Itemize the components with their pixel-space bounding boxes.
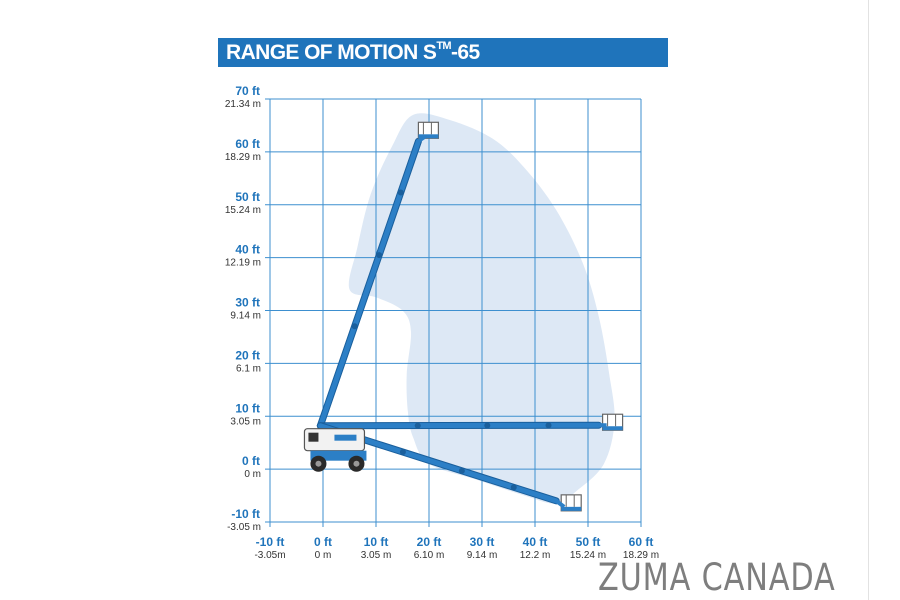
x-tick-label-m: 12.2 m — [520, 550, 551, 561]
x-tick-label-ft: 40 ft — [523, 535, 548, 549]
boom-horizontal — [316, 421, 603, 430]
x-tick-label-m: 15.24 m — [570, 550, 606, 561]
platform-floor — [418, 134, 439, 139]
platform-below-grade — [560, 494, 582, 512]
x-tick-label-m: 0 m — [315, 550, 332, 561]
page-divider — [868, 0, 869, 600]
y-tick-label-ft: 50 ft — [235, 190, 260, 204]
x-tick-label-ft: 30 ft — [470, 535, 495, 549]
platform-horizontal — [601, 413, 624, 431]
platform-vertical — [417, 121, 439, 139]
y-tick-label-ft: 70 ft — [235, 84, 260, 98]
y-tick-label-ft: 60 ft — [235, 137, 260, 151]
y-tick-label-ft: 10 ft — [235, 401, 260, 415]
boom-section-joint — [458, 467, 465, 474]
trademark-mark: TM — [436, 40, 451, 52]
boom-section-joint — [414, 422, 421, 429]
machine-logo-plate — [334, 434, 357, 441]
y-tick-label-m: 0 m — [244, 469, 261, 480]
boom-section-joint — [399, 449, 406, 456]
boom-section-joint — [376, 252, 383, 259]
boom-section-joint — [397, 189, 404, 196]
y-tick-label-m: 15.24 m — [225, 205, 261, 216]
platform-floor — [561, 506, 582, 511]
x-tick-label-m: 6.10 m — [414, 550, 445, 561]
machine-chassis — [310, 450, 367, 461]
y-tick-label-m: 9.14 m — [230, 311, 261, 322]
title-suffix: -65 — [451, 41, 480, 64]
y-tick-label-m: 12.19 m — [225, 258, 261, 269]
boom-section-joint — [351, 323, 358, 330]
x-tick-label-ft: 10 ft — [364, 535, 389, 549]
x-tick-label-ft: 50 ft — [576, 535, 601, 549]
x-tick-label-ft: 60 ft — [629, 535, 654, 549]
machine-hub-front — [353, 460, 360, 467]
watermark-text: ZUMA CANADA — [598, 556, 836, 599]
y-tick-label-ft: 0 ft — [242, 454, 260, 468]
y-tick-label-ft: 20 ft — [235, 348, 260, 362]
boom-section-joint — [484, 422, 491, 429]
title-bar: RANGE OF MOTION STM-65 — [218, 38, 668, 67]
x-tick-label-m: -3.05m — [254, 550, 285, 561]
x-tick-label-m: 3.05 m — [361, 550, 392, 561]
jib-vertical — [417, 134, 427, 143]
boom-section-joint — [545, 422, 552, 429]
title-main: RANGE OF MOTION S — [226, 41, 437, 64]
y-tick-label-ft: -10 ft — [231, 507, 260, 521]
y-tick-label-m: 6.1 m — [236, 363, 261, 374]
y-tick-label-m: 18.29 m — [225, 152, 261, 163]
x-tick-label-ft: -10 ft — [256, 535, 285, 549]
x-tick-label-m: 9.14 m — [467, 550, 498, 561]
x-tick-label-ft: 20 ft — [417, 535, 442, 549]
x-tick-label-ft: 0 ft — [314, 535, 332, 549]
machine-hub-rear — [315, 460, 322, 467]
machine-layer — [303, 428, 367, 472]
boom-arm — [317, 422, 602, 429]
boom-arm — [317, 138, 421, 429]
x-tick-label-m: 18.29 m — [623, 550, 659, 561]
y-tick-label-m: 3.05 m — [230, 416, 261, 427]
grid-layer — [265, 98, 642, 527]
machine-counterweight — [308, 432, 319, 442]
y-tick-label-m: -3.05 m — [227, 522, 261, 533]
y-tick-label-m: 21.34 m — [225, 99, 261, 110]
boom-vertical — [316, 137, 422, 430]
platform-floor — [602, 426, 623, 431]
page-title: RANGE OF MOTION STM-65 — [226, 40, 480, 65]
y-tick-label-ft: 30 ft — [235, 296, 260, 310]
boom-section-joint — [510, 484, 517, 491]
jib-below-grade — [555, 499, 566, 509]
y-tick-label-ft: 40 ft — [235, 243, 260, 257]
